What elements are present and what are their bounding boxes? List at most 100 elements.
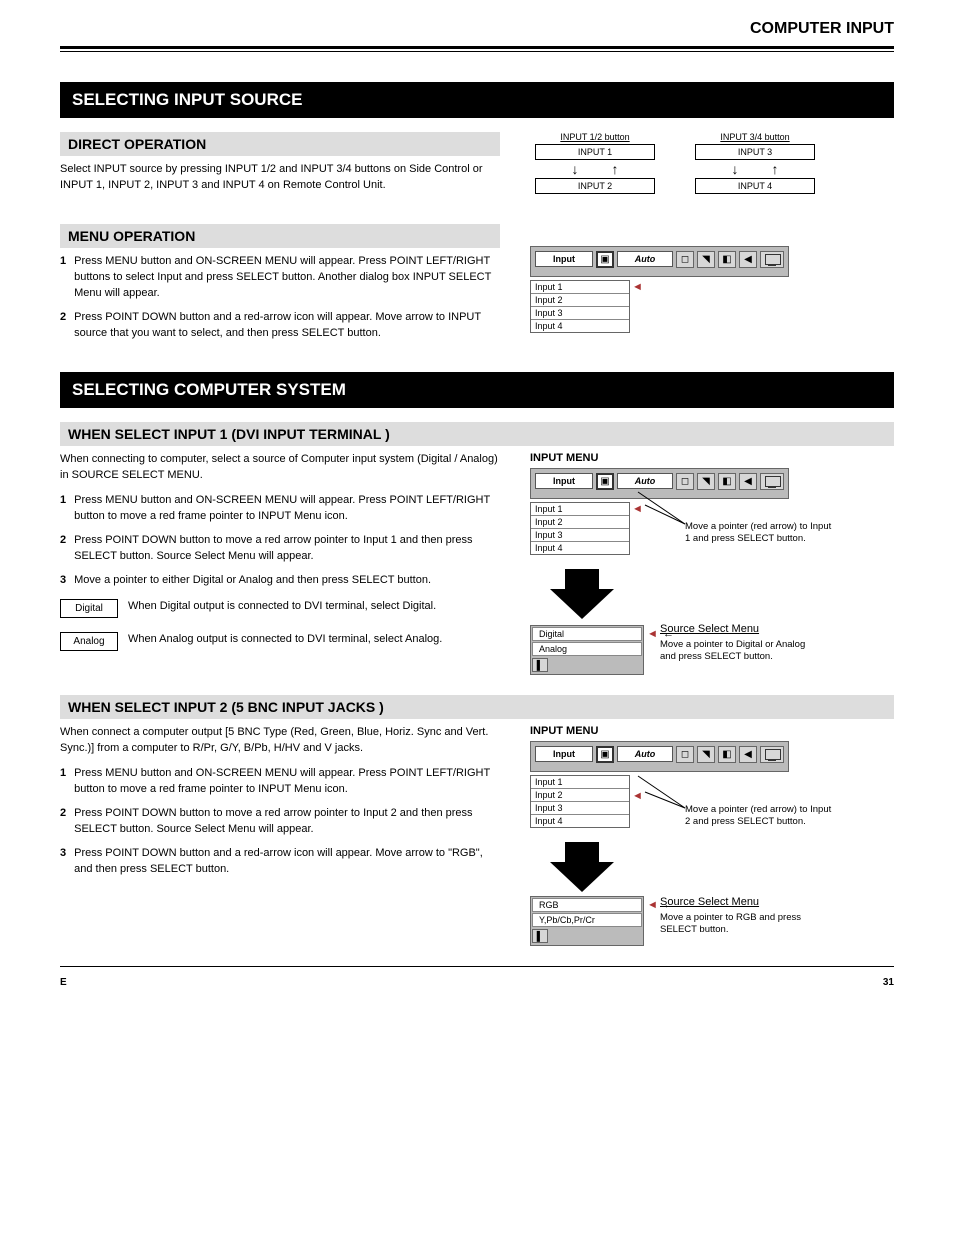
menu-input-label: Input bbox=[535, 473, 593, 489]
input-list-item[interactable]: Input 4 bbox=[531, 542, 629, 554]
option-label: Analog bbox=[60, 632, 118, 651]
menu-pc-icon[interactable] bbox=[760, 251, 784, 268]
source-select-title: Source Select Menu bbox=[660, 896, 810, 908]
step-text: Press MENU button and ON-SCREEN MENU wil… bbox=[74, 254, 500, 302]
step-text: Press POINT DOWN button to move a red ar… bbox=[74, 806, 500, 838]
step-number: 2 bbox=[60, 533, 66, 565]
input-list-item[interactable]: Input 3 bbox=[531, 529, 629, 542]
arrow-icon: ← bbox=[663, 628, 674, 640]
menu-icon[interactable]: ◧ bbox=[718, 251, 736, 268]
step-text: Move a pointer to either Digital or Anal… bbox=[74, 573, 431, 589]
source-select-menu: RGB Y,Pb/Cb,Pr/Cr ▌ ◄ ← bbox=[530, 896, 644, 946]
button-cycle-diagram: INPUT 1/2 button INPUT 1 ↓ ↑ INPUT 2 INPU… bbox=[530, 132, 894, 194]
subhead-input2: WHEN SELECT INPUT 2 (5 BNC INPUT JACKS ) bbox=[60, 695, 894, 719]
diagram-label: INPUT 3/4 button bbox=[720, 132, 789, 142]
step-number: 1 bbox=[60, 254, 66, 302]
input-list-item[interactable]: Input 1 bbox=[531, 281, 629, 294]
subhead-menuop: MENU OPERATION bbox=[60, 224, 500, 248]
subhead-input1: WHEN SELECT INPUT 1 (DVI INPUT TERMINAL … bbox=[60, 422, 894, 446]
input-list-item[interactable]: Input 3 bbox=[531, 307, 629, 320]
input-menu-icon[interactable]: ▣ bbox=[596, 473, 614, 490]
step-number: 2 bbox=[60, 806, 66, 838]
section-title: SELECTING INPUT SOURCE bbox=[60, 82, 894, 118]
input-list-item[interactable]: Input 2 bbox=[531, 516, 629, 529]
input-list-item[interactable]: Input 4 bbox=[531, 815, 629, 827]
diagram-label: INPUT 1/2 button bbox=[560, 132, 629, 142]
option-label: Digital bbox=[60, 599, 118, 618]
source-select-item[interactable]: Digital bbox=[532, 627, 642, 641]
pointer-icon: ◄ bbox=[632, 281, 643, 293]
footer-left: E bbox=[60, 977, 67, 988]
footer-page-number: 31 bbox=[883, 977, 894, 988]
input-list-item[interactable]: Input 2 bbox=[531, 789, 629, 802]
menu-title: INPUT MENU bbox=[530, 725, 894, 737]
step-text: Press POINT DOWN button and a red-arrow … bbox=[74, 846, 500, 878]
menu-icon[interactable]: ◻ bbox=[676, 251, 694, 268]
step-text: Press POINT DOWN button to move a red ar… bbox=[74, 533, 500, 565]
leader-caption: Move a pointer (red arrow) to Input 1 an… bbox=[685, 521, 835, 547]
step-number: 1 bbox=[60, 766, 66, 798]
menu-icon[interactable]: ◻ bbox=[676, 746, 694, 763]
pointer-icon: ◄ bbox=[647, 628, 658, 640]
up-arrow-icon: ↑ bbox=[772, 162, 779, 176]
source-select-title: Source Select Menu bbox=[660, 623, 810, 635]
input-list-item[interactable]: Input 1 bbox=[531, 776, 629, 789]
body-text: When connect a computer output [5 BNC Ty… bbox=[60, 725, 500, 757]
menu-pc-icon[interactable] bbox=[760, 746, 784, 763]
close-icon[interactable]: ▌ bbox=[532, 929, 548, 943]
flow-arrow-icon bbox=[550, 862, 614, 892]
menu-bar: Input ▣ Auto ◻ ◥ ◧ ◀ bbox=[530, 246, 789, 277]
input-menu-icon[interactable]: ▣ bbox=[596, 746, 614, 763]
subhead-direct: DIRECT OPERATION bbox=[60, 132, 500, 156]
diagram-box: INPUT 1 bbox=[535, 144, 655, 160]
diagram-box: INPUT 3 bbox=[695, 144, 815, 160]
diagram-box: INPUT 2 bbox=[535, 178, 655, 194]
menu-icon[interactable]: ◥ bbox=[697, 251, 715, 268]
input-list-item[interactable]: Input 4 bbox=[531, 320, 629, 332]
menu-icon[interactable]: ◻ bbox=[676, 473, 694, 490]
rule bbox=[60, 51, 894, 52]
menu-icon[interactable]: ◧ bbox=[718, 746, 736, 763]
rule bbox=[60, 46, 894, 49]
source-select-item[interactable]: Analog bbox=[532, 642, 642, 656]
menu-auto: Auto bbox=[617, 746, 673, 762]
flow-arrow-icon bbox=[550, 589, 614, 619]
close-icon[interactable]: ▌ bbox=[532, 658, 548, 672]
menu-bar: Input ▣ Auto ◻ ◥ ◧ ◀ bbox=[530, 741, 789, 772]
page-header: COMPUTER INPUT bbox=[60, 20, 894, 38]
source-select-menu: Digital Analog ▌ ◄ ← bbox=[530, 625, 644, 675]
section-title: SELECTING COMPUTER SYSTEM bbox=[60, 372, 894, 408]
menu-icon[interactable]: ◧ bbox=[718, 473, 736, 490]
input-list: Input 1 Input 2 Input 3 Input 4 bbox=[530, 280, 630, 333]
step-number: 3 bbox=[60, 573, 66, 589]
source-select-item[interactable]: Y,Pb/Cb,Pr/Cr bbox=[532, 913, 642, 927]
pointer-icon: ◄ bbox=[632, 503, 643, 515]
option-text: When Analog output is connected to DVI t… bbox=[128, 632, 442, 648]
menu-icon[interactable]: ◥ bbox=[697, 473, 715, 490]
input-menu-icon[interactable]: ▣ bbox=[596, 251, 614, 268]
menu-pc-icon[interactable] bbox=[760, 473, 784, 490]
menu-bar: Input ▣ Auto ◻ ◥ ◧ ◀ bbox=[530, 468, 789, 499]
menu-input-label: Input bbox=[535, 251, 593, 267]
option-text: When Digital output is connected to DVI … bbox=[128, 599, 436, 615]
pointer-icon: ◄ bbox=[647, 899, 658, 911]
pointer-icon: ◄ bbox=[632, 790, 643, 802]
menu-icon[interactable]: ◥ bbox=[697, 746, 715, 763]
leader-caption: Move a pointer (red arrow) to Input 2 an… bbox=[685, 804, 835, 830]
input-list-item[interactable]: Input 2 bbox=[531, 294, 629, 307]
step-number: 2 bbox=[60, 310, 66, 342]
menu-icon[interactable]: ◀ bbox=[739, 251, 757, 268]
body-text: 1Press MENU button and ON-SCREEN MENU wi… bbox=[60, 254, 500, 342]
input-list: Input 1 Input 2 Input 3 Input 4 bbox=[530, 775, 630, 828]
step-number: 1 bbox=[60, 493, 66, 525]
up-arrow-icon: ↑ bbox=[612, 162, 619, 176]
input-list-item[interactable]: Input 3 bbox=[531, 802, 629, 815]
source-select-item[interactable]: RGB bbox=[532, 898, 642, 912]
down-arrow-icon: ↓ bbox=[732, 162, 739, 176]
menu-icon[interactable]: ◀ bbox=[739, 746, 757, 763]
menu-icon[interactable]: ◀ bbox=[739, 473, 757, 490]
menu-auto: Auto bbox=[617, 473, 673, 489]
body-text: Select INPUT source by pressing INPUT 1/… bbox=[60, 162, 500, 194]
input-list-item[interactable]: Input 1 bbox=[531, 503, 629, 516]
step-number: 3 bbox=[60, 846, 66, 878]
